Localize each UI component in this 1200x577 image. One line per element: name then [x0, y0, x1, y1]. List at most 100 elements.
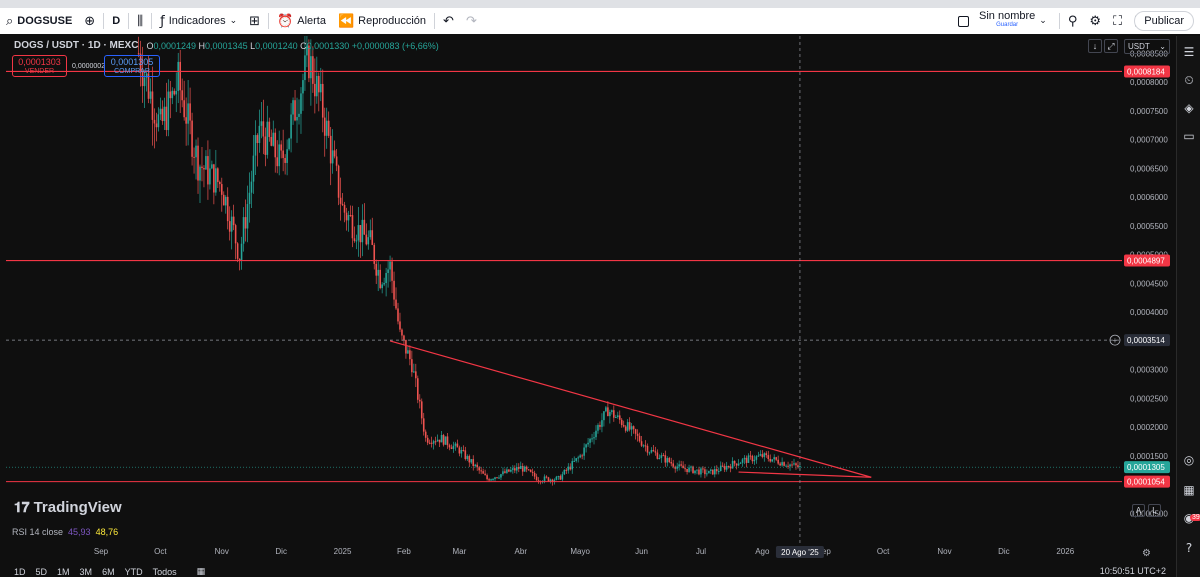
candle-body — [622, 425, 625, 427]
symbol-search[interactable]: ⌕ DOGSUSE — [0, 8, 78, 34]
settings-icon[interactable]: ⚙ — [1089, 13, 1101, 29]
candle-body — [791, 464, 793, 466]
chart-type-button[interactable]: ⫼ — [131, 8, 149, 34]
chart-legend: DOGS / USDT · 1D · MEXC O0,0001249 H0,00… — [14, 40, 439, 51]
candle-body — [310, 56, 312, 79]
candle-body — [603, 411, 605, 421]
layers-icon[interactable]: ◈ — [1184, 101, 1194, 115]
y-tick-label: 0,0007000 — [1130, 136, 1168, 145]
candle-body — [763, 453, 766, 457]
candle-body — [286, 149, 288, 163]
candle-body — [222, 194, 225, 206]
y-tick-label: 0,0001500 — [1130, 452, 1168, 461]
candle-body — [413, 371, 415, 373]
candle-body — [563, 469, 566, 475]
chevron-down-icon: ⌄ — [1039, 16, 1047, 26]
candle-body — [480, 470, 482, 472]
expand-icon[interactable]: ⤢ — [1104, 39, 1118, 53]
candle-body — [191, 120, 193, 157]
candle-body — [589, 438, 591, 443]
price-axis — [1122, 36, 1171, 546]
alerts-clock-icon[interactable]: ⏲ — [1184, 73, 1194, 87]
candle-body — [363, 219, 366, 235]
log-scale-button[interactable]: L — [1148, 504, 1161, 517]
candle-body — [517, 467, 520, 469]
publish-button[interactable]: Publicar — [1134, 11, 1194, 31]
symbol-title[interactable]: DOGS / USDT · 1D · MEXC — [14, 40, 139, 51]
candle-body — [389, 261, 391, 270]
timeframe-1d[interactable]: 1D — [14, 566, 26, 577]
candle-body — [314, 83, 316, 97]
candle-body — [656, 452, 659, 459]
candle-body — [658, 457, 661, 459]
currency-select[interactable]: USDT ⌄ — [1124, 39, 1170, 54]
replay-button[interactable]: ⏪ Reproducción — [332, 8, 432, 34]
rsi-legend[interactable]: RSI 14 close 45,93 48,76 — [12, 527, 118, 537]
alert-label: Alerta — [297, 15, 326, 27]
candle-body — [514, 468, 516, 471]
candle-body — [611, 410, 613, 413]
indicators-button[interactable]: ƒ Indicadores ⌄ — [154, 8, 243, 34]
undo-button[interactable]: ↶ — [437, 8, 460, 34]
sell-button[interactable]: 0,0001303 VENDER — [12, 55, 67, 77]
candle-body — [498, 477, 500, 479]
interval-button[interactable]: D — [106, 8, 126, 34]
candle-body — [745, 457, 748, 463]
timeframe-1m[interactable]: 1M — [57, 566, 70, 577]
scroll-down-icon[interactable]: ↓ — [1088, 39, 1102, 53]
candle-body — [304, 55, 306, 81]
layouts-button[interactable]: ⊞ — [243, 8, 266, 34]
divider — [434, 13, 436, 29]
price-chart[interactable]: 0,00085000,00080000,00075000,00070000,00… — [6, 22, 1171, 571]
auto-scale-button[interactable]: A — [1132, 504, 1145, 517]
crosshair-date-label: 20 Ago '25 — [781, 548, 819, 557]
candle-body — [729, 466, 732, 469]
candle-body — [175, 90, 178, 95]
candle-body — [211, 164, 213, 169]
timeframe-3m[interactable]: 3M — [79, 566, 93, 577]
layout-name-button[interactable]: Sin nombre Guardar ⌄ — [975, 8, 1051, 34]
candle-body — [525, 466, 528, 470]
calendar-icon[interactable]: ▦ — [1183, 483, 1195, 497]
candle-body — [371, 230, 374, 245]
chart-pane[interactable]: 0,0008500 0,0008000 0,0007500 0,0007000 0,00… — [6, 22, 1171, 571]
timeframe-ytd[interactable]: YTD — [124, 566, 143, 577]
x-tick-label: Jun — [635, 547, 648, 556]
candle-body — [626, 422, 629, 431]
timeframe-6m[interactable]: 6M — [102, 566, 115, 577]
buy-button[interactable]: 0,0001305 COMPRAR — [104, 55, 160, 77]
candle-body — [492, 479, 494, 481]
magnifier-icon[interactable]: ⚲ — [1067, 13, 1078, 29]
notifications-icon[interactable]: ◉ — [1183, 511, 1195, 525]
redo-icon: ↷ — [465, 13, 477, 29]
watchlist-icon[interactable]: ☰ — [1183, 45, 1195, 59]
candle-body — [424, 431, 427, 438]
candle-body — [577, 457, 579, 459]
candle-body — [428, 442, 431, 444]
date-range-icon[interactable]: ▦ — [196, 566, 206, 576]
checkbox-icon[interactable] — [958, 15, 969, 27]
candle-body — [454, 443, 457, 446]
save-label: Guardar — [996, 22, 1019, 28]
close-value: 0,0001330 — [306, 40, 350, 51]
timeframe-5d[interactable]: 5D — [35, 566, 48, 577]
candle-body — [226, 196, 229, 222]
candle-body — [468, 456, 471, 463]
chevron-down-icon: ⌄ — [229, 16, 238, 26]
compare-button[interactable]: ⊕ — [78, 8, 101, 34]
candle-body — [224, 196, 227, 206]
candle-body — [735, 463, 738, 466]
chat-icon[interactable]: ▭ — [1183, 129, 1195, 143]
interval-label: D — [112, 15, 121, 27]
x-tick-label: Dic — [998, 547, 1010, 556]
timeframe-todos[interactable]: Todos — [152, 566, 177, 577]
alert-button[interactable]: ⏰ Alerta — [271, 8, 332, 34]
help-icon[interactable]: ? — [1185, 541, 1193, 555]
add-alert-icon — [1109, 334, 1121, 346]
target-icon[interactable]: ◎ — [1183, 453, 1195, 467]
candle-body — [369, 230, 372, 238]
candle-body — [405, 339, 407, 354]
redo-button[interactable]: ↷ — [460, 8, 483, 34]
fullscreen-icon[interactable]: ⛶ — [1113, 13, 1123, 29]
candle-body — [747, 455, 750, 463]
